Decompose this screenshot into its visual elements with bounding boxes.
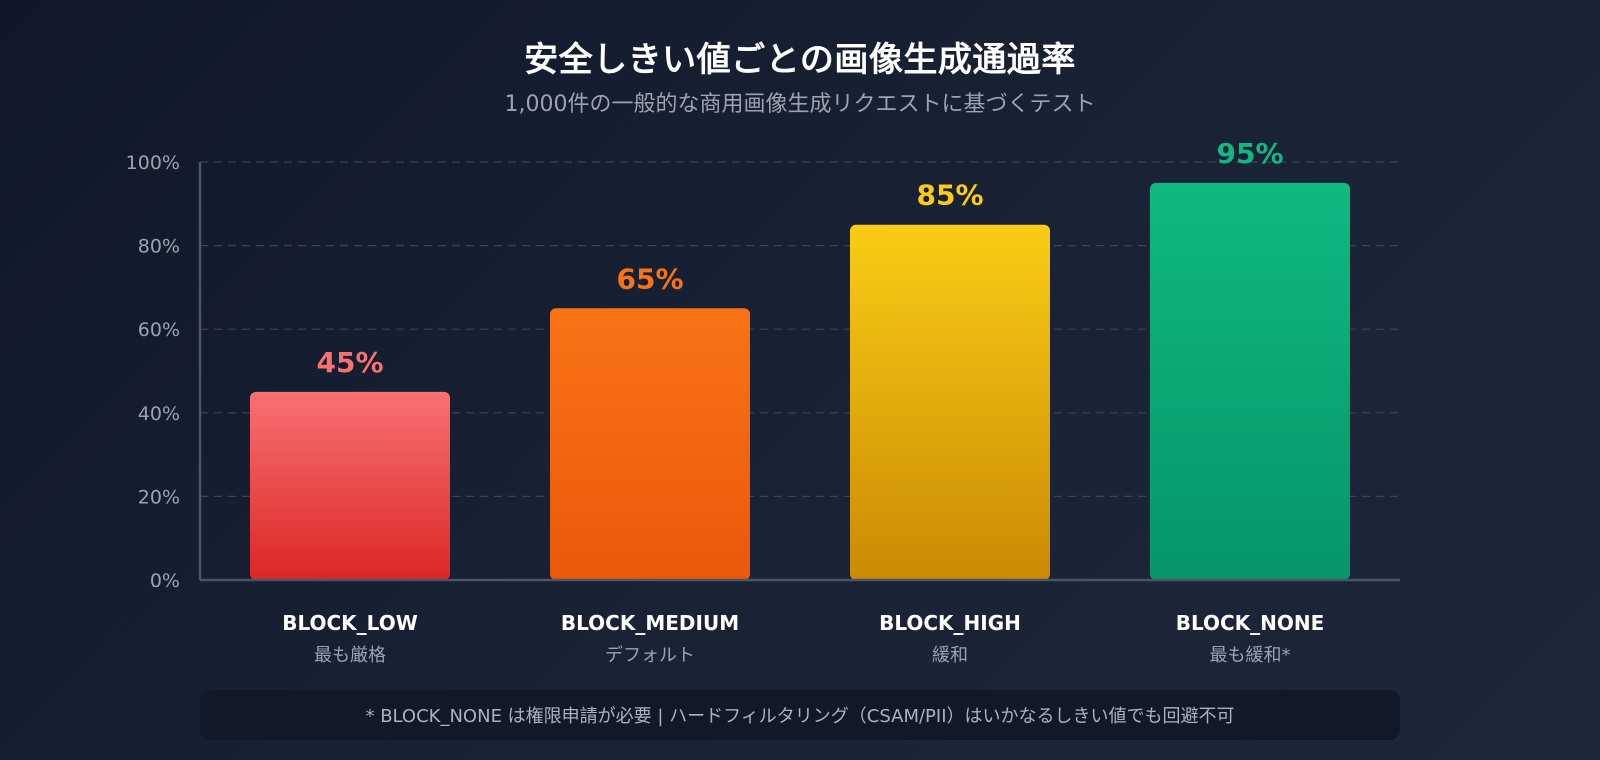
x-category-label: BLOCK_MEDIUM <box>561 611 739 635</box>
y-tick-label: 100% <box>126 152 180 174</box>
bar-chart: 0% 20% 40% 60% 80% 100% 45% BLOCK_LOW 最も厳格 65% BLO… <box>126 137 1400 666</box>
bar-value-label: 85% <box>916 179 983 212</box>
footnote: * BLOCK_NONE は権限申請が必要 | ハードフィルタリング（CSAM/… <box>200 690 1400 740</box>
chart-title: 安全しきい値ごとの画像生成通過率 <box>524 40 1076 80</box>
bars <box>250 182 1350 580</box>
chart-subtitle: 1,000件の一般的な商用画像生成リクエストに基づくテスト <box>504 92 1096 117</box>
bar-block_medium <box>550 308 750 580</box>
x-category-label: BLOCK_HIGH <box>879 611 1021 635</box>
x-category-sublabel: 最も厳格 <box>314 645 386 666</box>
y-tick-label: 20% <box>138 486 180 508</box>
bar-block_none <box>1150 182 1350 580</box>
axes <box>198 162 1400 582</box>
bar-value-label: 65% <box>616 262 683 295</box>
x-category-sublabel: デフォルト <box>605 645 695 666</box>
y-tick-label: 0% <box>150 570 180 592</box>
y-tick-label: 60% <box>138 319 180 341</box>
bar-block_high <box>850 224 1050 580</box>
x-category-label: BLOCK_LOW <box>282 611 418 635</box>
bar-block_low <box>250 391 450 580</box>
x-category-label: BLOCK_NONE <box>1176 611 1325 635</box>
footnote-text: * BLOCK_NONE は権限申請が必要 | ハードフィルタリング（CSAM/… <box>365 706 1235 727</box>
labels: 0% 20% 40% 60% 80% 100% 45% BLOCK_LOW 最も厳格 65% BLO… <box>126 137 1325 666</box>
y-tick-label: 80% <box>138 236 180 258</box>
x-category-sublabel: 緩和 <box>932 645 968 666</box>
bar-value-label: 45% <box>316 346 383 379</box>
x-category-sublabel: 最も緩和* <box>1210 645 1291 666</box>
y-tick-label: 40% <box>138 403 180 425</box>
bar-value-label: 95% <box>1216 137 1283 170</box>
